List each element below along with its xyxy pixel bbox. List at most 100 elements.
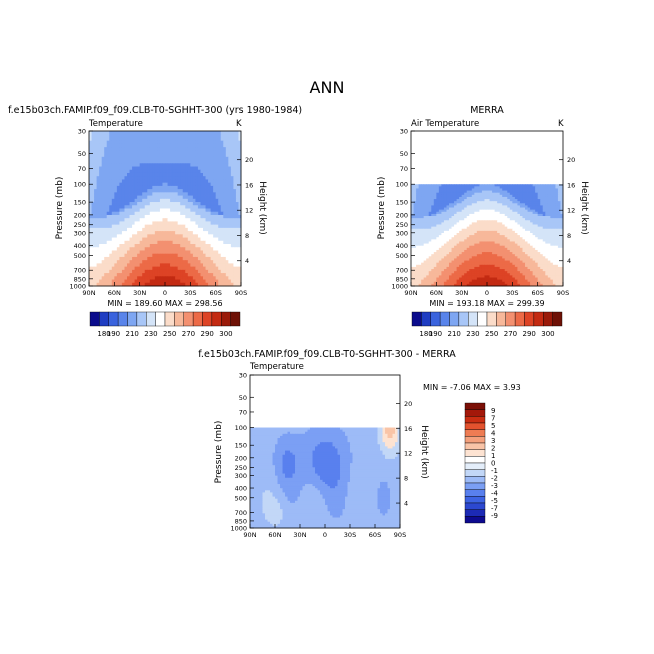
field-cell [116, 147, 120, 151]
field-cell [195, 172, 199, 177]
field-cell [109, 211, 113, 216]
field-cell [185, 247, 189, 251]
field-cell [456, 243, 460, 247]
field-cell [185, 166, 189, 171]
field-cell [152, 256, 156, 261]
field-cell [423, 213, 427, 217]
field-cell [230, 224, 234, 229]
field-cell [96, 198, 100, 203]
field-cell [471, 249, 475, 253]
field-cell [230, 260, 234, 264]
field-cell [413, 220, 417, 223]
field-cell [132, 176, 135, 180]
field-cell [560, 203, 564, 206]
field-cell [180, 231, 184, 235]
field-cell [203, 160, 206, 164]
field-cell [411, 232, 414, 236]
field-cell [208, 266, 211, 271]
field-cell [192, 179, 196, 184]
field-cell [451, 245, 455, 249]
field-cell [509, 220, 513, 223]
field-cell [162, 195, 166, 200]
field-cell [418, 230, 422, 234]
field-cell [519, 220, 523, 223]
field-cell [144, 279, 148, 284]
field-cell [426, 228, 430, 232]
field-cell [111, 279, 115, 284]
field-cell [235, 224, 239, 229]
field-cell [535, 207, 539, 211]
field-cell [446, 241, 450, 244]
field-cell [228, 208, 232, 213]
field-cell [228, 185, 232, 190]
field-cell [182, 160, 186, 164]
field-cell [494, 232, 498, 236]
field-cell [134, 269, 138, 274]
field-cell [149, 134, 153, 138]
field-cell [91, 250, 95, 255]
field-cell [208, 218, 211, 222]
field-cell [215, 214, 219, 219]
field-cell [213, 156, 217, 161]
field-cell [421, 245, 425, 249]
field-cell [134, 179, 138, 184]
field-cell [454, 203, 457, 206]
field-cell [144, 198, 148, 203]
field-cell [203, 134, 206, 138]
field-cell [484, 220, 488, 223]
field-cell [487, 201, 490, 204]
field-cell [142, 137, 146, 142]
field-cell [438, 192, 442, 196]
field-cell [139, 234, 143, 238]
field-cell [540, 228, 544, 232]
field-cell [197, 231, 201, 235]
field-cell [185, 256, 189, 261]
field-cell [484, 209, 488, 213]
field-cell [545, 186, 549, 189]
field-cell [446, 190, 450, 194]
field-cell [530, 196, 533, 200]
field-cell [494, 184, 498, 187]
field-cell [129, 143, 133, 148]
field-cell [132, 253, 135, 258]
field-cell [454, 222, 457, 225]
field-cell [137, 156, 141, 161]
field-cell [517, 218, 521, 221]
field-cell [208, 250, 211, 255]
field-cell [106, 163, 110, 167]
field-cell [149, 253, 153, 258]
field-cell [89, 147, 92, 151]
field-cell [537, 237, 541, 240]
field-cell [560, 249, 564, 253]
field-cell [416, 190, 419, 194]
field-cell [238, 260, 242, 264]
field-cell [446, 254, 450, 257]
field-cell [157, 247, 161, 251]
field-cell [476, 220, 480, 223]
field-cell [91, 266, 95, 271]
field-cell [134, 137, 138, 142]
field-cell [459, 220, 463, 223]
field-cell [177, 234, 181, 238]
field-cell [416, 201, 419, 204]
field-cell [527, 194, 531, 198]
field-cell [94, 150, 97, 155]
field-cell [443, 194, 447, 198]
field-cell [157, 250, 161, 255]
field-cell [514, 196, 518, 200]
field-cell [560, 237, 564, 240]
field-cell [512, 218, 516, 221]
field-cell [522, 241, 526, 244]
field-cell [421, 209, 425, 213]
field-cell [96, 260, 100, 264]
field-cell [537, 184, 541, 187]
field-cell [180, 134, 184, 138]
field-cell [522, 201, 526, 204]
field-cell [106, 260, 110, 264]
field-cell [167, 211, 171, 216]
field-cell [230, 256, 234, 261]
field-cell [124, 166, 128, 171]
field-cell [464, 203, 468, 206]
field-cell [235, 176, 239, 180]
field-cell [197, 253, 201, 258]
